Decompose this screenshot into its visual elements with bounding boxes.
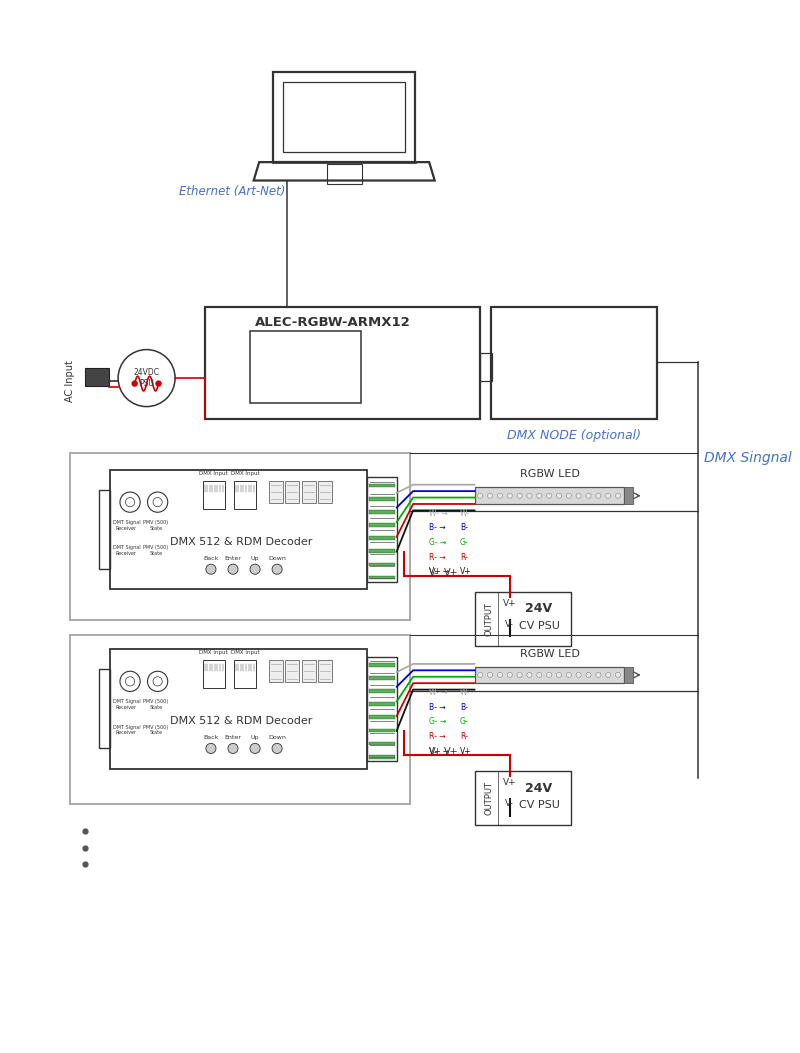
- Bar: [369, 715, 394, 719]
- Circle shape: [576, 673, 582, 677]
- Circle shape: [507, 673, 512, 677]
- Circle shape: [615, 673, 621, 677]
- Bar: [318, 660, 332, 682]
- Bar: [623, 667, 633, 683]
- Bar: [369, 562, 394, 567]
- Text: W- →: W- →: [429, 509, 447, 518]
- Bar: [369, 702, 394, 706]
- Text: W-: W-: [460, 688, 470, 697]
- Circle shape: [546, 673, 552, 677]
- Text: B-: B-: [460, 523, 468, 533]
- Bar: [302, 660, 316, 682]
- Text: G-: G-: [460, 538, 469, 548]
- Circle shape: [517, 673, 522, 677]
- Bar: [369, 741, 394, 746]
- Text: R- →: R- →: [429, 732, 446, 741]
- Bar: [269, 660, 282, 682]
- Circle shape: [206, 743, 216, 754]
- Text: PMV (500)
State: PMV (500) State: [143, 699, 168, 710]
- Circle shape: [606, 493, 610, 498]
- Bar: [623, 488, 633, 504]
- Circle shape: [206, 564, 216, 574]
- Circle shape: [596, 493, 601, 498]
- Circle shape: [507, 493, 512, 498]
- Text: W- →: W- →: [429, 688, 447, 697]
- Text: 24V: 24V: [526, 602, 553, 615]
- Text: V+: V+: [443, 747, 458, 757]
- Text: V+: V+: [502, 599, 517, 608]
- Text: V+: V+: [460, 747, 472, 756]
- Text: DMT Signal
Receiver: DMT Signal Receiver: [113, 545, 140, 556]
- Circle shape: [250, 564, 260, 574]
- Bar: [369, 497, 394, 500]
- Text: DMX Input: DMX Input: [199, 650, 228, 655]
- Bar: [369, 523, 394, 526]
- Text: AC Input: AC Input: [66, 360, 75, 402]
- Text: B- →: B- →: [429, 702, 446, 712]
- Text: V-: V-: [429, 747, 438, 757]
- Bar: [85, 367, 109, 386]
- Text: PMV (500)
State: PMV (500) State: [143, 545, 168, 556]
- Circle shape: [487, 493, 493, 498]
- Text: DMT Signal
Receiver: DMT Signal Receiver: [113, 724, 140, 735]
- Text: OUTPUT: OUTPUT: [485, 602, 494, 636]
- Text: CV PSU: CV PSU: [518, 800, 559, 810]
- Text: V-: V-: [505, 799, 514, 809]
- Bar: [369, 483, 394, 488]
- Bar: [369, 510, 394, 514]
- Circle shape: [487, 673, 493, 677]
- Bar: [318, 481, 332, 503]
- Text: PMV (500)
State: PMV (500) State: [143, 520, 168, 531]
- Text: G- →: G- →: [429, 538, 446, 548]
- Text: G-: G-: [460, 717, 469, 727]
- Bar: [369, 690, 394, 693]
- Text: DMX Input: DMX Input: [230, 471, 259, 476]
- Text: R-: R-: [460, 732, 468, 741]
- Text: OUTPUT: OUTPUT: [485, 781, 494, 815]
- Circle shape: [131, 380, 138, 386]
- Circle shape: [517, 493, 522, 498]
- Text: V-: V-: [429, 568, 438, 578]
- Circle shape: [250, 743, 260, 754]
- Text: V+ →: V+ →: [429, 568, 449, 576]
- Circle shape: [527, 493, 532, 498]
- Text: V-: V-: [505, 620, 514, 629]
- Bar: [302, 481, 316, 503]
- Text: B-: B-: [460, 702, 468, 712]
- Circle shape: [228, 564, 238, 574]
- Circle shape: [556, 493, 562, 498]
- Circle shape: [556, 673, 562, 677]
- Bar: [369, 550, 394, 553]
- Text: V+: V+: [460, 568, 472, 576]
- Circle shape: [566, 673, 571, 677]
- Circle shape: [272, 743, 282, 754]
- Text: B- →: B- →: [429, 523, 446, 533]
- Text: Enter: Enter: [225, 556, 242, 560]
- Text: ALEC-RGBW-ARMX12: ALEC-RGBW-ARMX12: [255, 317, 411, 330]
- Circle shape: [546, 493, 552, 498]
- Circle shape: [596, 673, 601, 677]
- Text: DMX 512 & RDM Decoder: DMX 512 & RDM Decoder: [170, 716, 313, 726]
- Text: Down: Down: [268, 556, 286, 560]
- Text: Ethernet (Art-Net): Ethernet (Art-Net): [178, 185, 285, 198]
- Text: G- →: G- →: [429, 717, 446, 727]
- Text: DMX NODE (optional): DMX NODE (optional): [507, 429, 641, 441]
- Text: V+: V+: [443, 568, 458, 578]
- Circle shape: [537, 673, 542, 677]
- Text: Down: Down: [268, 735, 286, 740]
- Circle shape: [478, 493, 482, 498]
- Bar: [369, 576, 394, 579]
- Text: CV PSU: CV PSU: [518, 621, 559, 631]
- Bar: [474, 592, 571, 645]
- Circle shape: [498, 673, 502, 677]
- Circle shape: [606, 673, 610, 677]
- Circle shape: [478, 673, 482, 677]
- Circle shape: [586, 493, 591, 498]
- Text: V+ →: V+ →: [429, 747, 449, 756]
- Text: RGBW LED: RGBW LED: [520, 649, 580, 658]
- Text: DMX 512 & RDM Decoder: DMX 512 & RDM Decoder: [170, 537, 313, 547]
- Text: Up: Up: [250, 556, 259, 560]
- Bar: [369, 676, 394, 680]
- Circle shape: [537, 493, 542, 498]
- Circle shape: [586, 673, 591, 677]
